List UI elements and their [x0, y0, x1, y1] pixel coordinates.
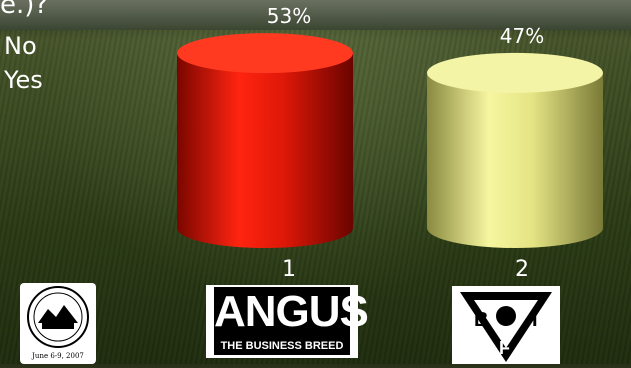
bif-letter-f: F	[499, 338, 510, 358]
bar-1	[177, 33, 353, 248]
bif-letter-b: B	[474, 309, 488, 331]
option-yes: Yes	[4, 66, 43, 94]
value-label: 53%	[267, 4, 311, 28]
value-label: 47%	[500, 24, 544, 48]
angus-tagline: THE BUSINESS BREED	[214, 337, 350, 355]
bar-body	[427, 72, 603, 249]
question-text: e.)?	[0, 0, 49, 20]
hills-background	[0, 0, 631, 30]
option-no: No	[4, 32, 37, 60]
beef-improvement-federation-seal-icon	[27, 286, 89, 348]
bar-2	[427, 52, 603, 249]
bif-logo: B I F	[452, 286, 560, 364]
bar-top	[177, 33, 353, 74]
angus-wordmark: ANGUS	[214, 287, 369, 337]
category-label: 1	[282, 257, 296, 282]
bif-date-text: June 6-9, 2007	[32, 352, 84, 360]
bar-body	[177, 53, 353, 248]
bif-seal-logo: June 6-9, 2007	[20, 283, 96, 364]
bar-top	[427, 52, 603, 93]
bif-logo-icon: B I F	[460, 292, 552, 362]
angus-logo: ANGUS THE BUSINESS BREED	[206, 285, 369, 358]
category-label: 2	[515, 257, 529, 282]
bif-letter-i: I	[532, 309, 538, 331]
